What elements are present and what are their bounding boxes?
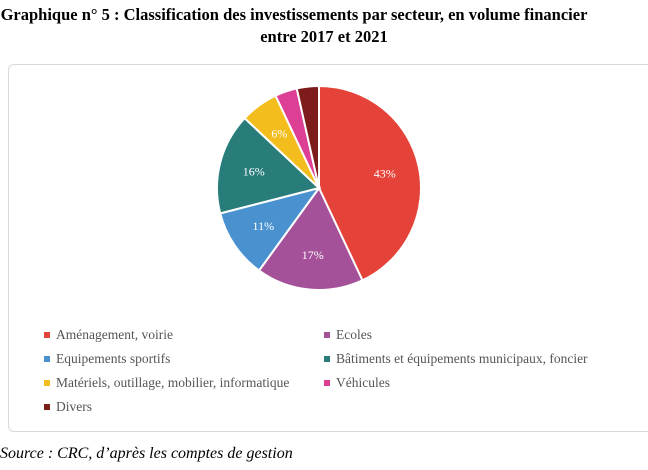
chart-title-line1: Graphique n° 5 : Classification des inve… bbox=[0, 5, 588, 24]
chart-title: Graphique n° 5 : Classification des inve… bbox=[0, 4, 648, 48]
data-label-equipements-sportifs: 11% bbox=[253, 219, 275, 233]
data-label-batiments-et-equipements-municipaux-foncier: 16% bbox=[243, 164, 265, 178]
source-note: Source : CRC, d’après les comptes de ges… bbox=[0, 445, 293, 462]
chart-title-line2: entre 2017 et 2021 bbox=[260, 27, 388, 46]
pie-slice-batiments-et-equipements-municipaux-foncier bbox=[216, 116, 322, 215]
data-label-ecoles: 17% bbox=[302, 248, 324, 262]
pie-slice-ecoles bbox=[257, 186, 364, 291]
pie-slice-divers bbox=[295, 84, 320, 189]
data-label-materiels-outillage-mobilier-informatique: 6% bbox=[271, 127, 287, 141]
pie-slice-amenagement-voirie bbox=[318, 84, 422, 282]
pie-slice-equipements-sportifs bbox=[218, 186, 322, 272]
data-label-amenagement-voirie: 43% bbox=[374, 166, 396, 180]
